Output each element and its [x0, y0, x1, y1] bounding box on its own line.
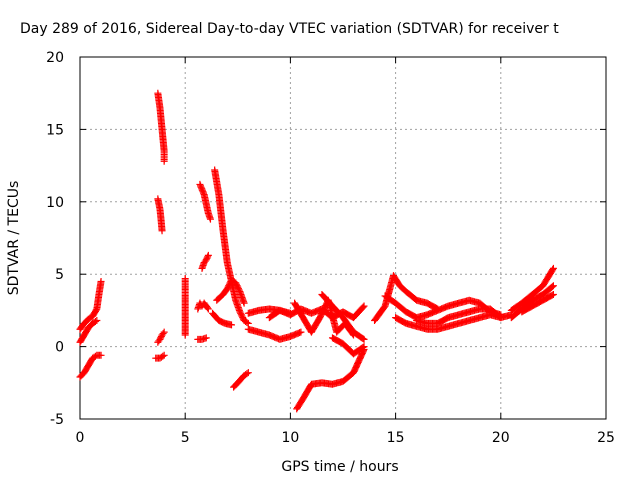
- series-13: [209, 309, 235, 329]
- series-27: [507, 264, 557, 314]
- series-1: [76, 317, 101, 346]
- series-20: [318, 290, 368, 343]
- y-tick-label: -5: [50, 412, 64, 428]
- data-point: [240, 299, 248, 307]
- x-tick-label: 10: [281, 430, 299, 446]
- data-point: [204, 304, 212, 312]
- series-11: [198, 251, 212, 272]
- data-point: [549, 290, 557, 298]
- series-3: [154, 89, 168, 165]
- data-point: [93, 317, 101, 325]
- data-point: [549, 266, 557, 274]
- data-point: [158, 227, 166, 235]
- data-point: [496, 313, 504, 321]
- data-series: [76, 89, 557, 413]
- data-point: [244, 369, 252, 377]
- data-point: [227, 321, 235, 329]
- x-tick-label: 5: [181, 430, 190, 446]
- series-12: [194, 334, 210, 343]
- series-26: [413, 305, 505, 327]
- x-tick-label: 15: [387, 430, 405, 446]
- data-point: [549, 264, 557, 272]
- data-point: [243, 370, 251, 378]
- y-tick-labels: -5 0 5 10 15 20: [46, 50, 64, 428]
- series-8: [196, 180, 214, 223]
- y-tick-label: 5: [55, 267, 64, 283]
- series-23: [371, 272, 442, 325]
- plot-frame: [79, 56, 607, 420]
- chart-title: Day 289 of 2016, Sidereal Day-to-day VTE…: [20, 21, 559, 37]
- series-4: [154, 195, 166, 235]
- axis-ticks: [79, 56, 607, 420]
- data-point: [359, 335, 367, 343]
- data-point: [202, 334, 210, 342]
- grid-lines: [80, 57, 606, 419]
- data-point: [181, 331, 189, 339]
- x-tick-label: 0: [76, 430, 85, 446]
- data-point: [548, 283, 556, 291]
- series-29: [518, 290, 557, 316]
- series-5: [154, 328, 168, 346]
- data-point: [360, 302, 368, 310]
- data-point: [97, 277, 105, 285]
- x-tick-labels: 0 5 10 15 20 25: [76, 430, 615, 446]
- series-22: [328, 334, 368, 358]
- y-axis-label: SDTVAR / TECUs: [6, 181, 22, 296]
- data-point: [159, 330, 167, 338]
- series-0: [76, 277, 105, 333]
- axes-frame: [79, 56, 607, 420]
- data-point: [548, 291, 556, 299]
- x-tick-label: 20: [492, 430, 510, 446]
- series-28: [507, 282, 557, 322]
- data-point: [204, 251, 212, 259]
- data-point: [160, 157, 168, 165]
- data-point: [360, 343, 368, 351]
- series-6: [152, 351, 168, 362]
- y-tick-label: 10: [46, 195, 64, 211]
- data-point: [297, 328, 305, 336]
- data-point: [91, 318, 99, 326]
- series-10: [194, 299, 212, 313]
- y-tick-label: 20: [46, 50, 64, 66]
- series-7: [181, 275, 189, 339]
- series-14: [213, 276, 248, 307]
- data-point: [204, 305, 212, 313]
- data-point: [206, 215, 214, 223]
- x-tick-label: 25: [597, 430, 615, 446]
- series-2: [76, 351, 105, 381]
- y-tick-label: 0: [55, 340, 64, 356]
- data-point: [359, 303, 367, 311]
- series-15: [230, 369, 252, 391]
- data-point: [243, 318, 251, 326]
- data-point: [159, 352, 167, 360]
- data-point: [359, 343, 367, 351]
- data-point: [549, 282, 557, 290]
- data-point: [160, 351, 168, 359]
- data-point: [97, 351, 105, 359]
- x-axis-label: GPS time / hours: [281, 459, 398, 475]
- y-tick-label: 15: [46, 122, 64, 138]
- series-17: [244, 325, 305, 343]
- data-point: [204, 253, 212, 261]
- data-point: [160, 328, 168, 336]
- data-point: [360, 335, 368, 343]
- series-24: [381, 292, 505, 322]
- data-point: [497, 314, 505, 322]
